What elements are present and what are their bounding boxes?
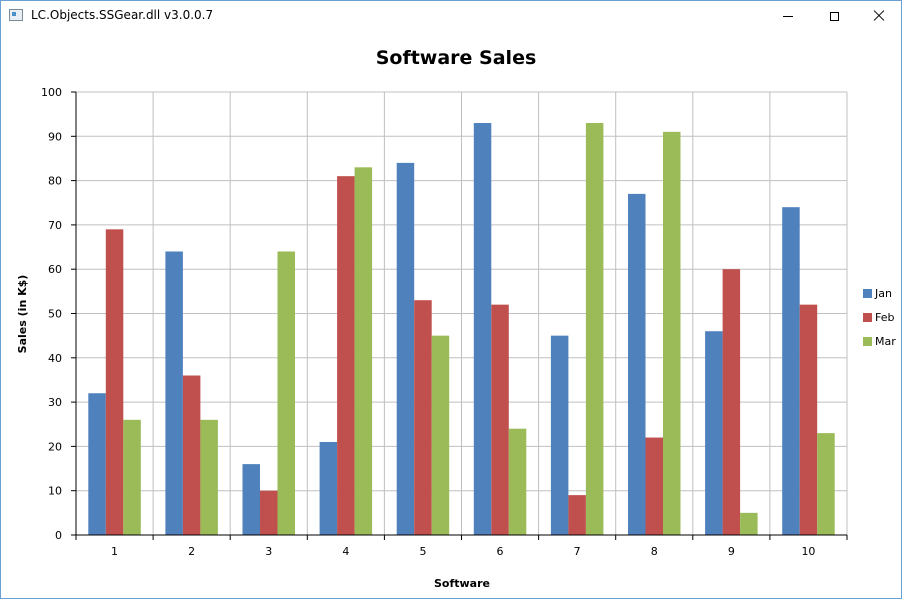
legend-label-mar: Mar [875, 335, 896, 348]
window-title: LC.Objects.SSGear.dll v3.0.0.7 [31, 8, 214, 22]
x-axis-label: Software [434, 577, 490, 590]
bar-feb-9 [722, 269, 741, 535]
legend-swatch-mar [863, 337, 872, 346]
bar-jan-8 [628, 193, 646, 535]
x-tick-label: 3 [265, 545, 272, 558]
bar-mar-5 [431, 335, 450, 535]
minimize-icon [783, 15, 793, 17]
bar-mar-3 [277, 251, 295, 536]
bar-feb-2 [182, 375, 201, 535]
bar-mar-1 [123, 419, 141, 535]
bar-jan-1 [88, 393, 106, 535]
minimize-button[interactable] [765, 1, 811, 31]
legend-label-feb: Feb [875, 311, 894, 324]
bar-jan-3 [242, 464, 260, 535]
y-tick-label: 50 [48, 308, 62, 321]
bar-jan-2 [165, 251, 183, 536]
x-tick-label: 4 [342, 545, 349, 558]
bar-mar-4 [354, 167, 373, 535]
bar-mar-9 [740, 512, 758, 535]
x-tick-label: 6 [497, 545, 504, 558]
bar-chart: Software Sales Sales (in K$) Software 0 1… [16, 47, 896, 590]
x-tick-label: 8 [651, 545, 658, 558]
bar-jan-7 [550, 335, 569, 535]
bar-jan-9 [705, 331, 723, 535]
bar-mar-8 [663, 131, 681, 535]
bar-feb-6 [491, 304, 509, 535]
chart-title: Software Sales [376, 47, 537, 69]
bar-mar-2 [200, 419, 218, 535]
y-tick-label: 30 [48, 396, 62, 409]
bar-feb-8 [645, 437, 663, 535]
app-icon[interactable] [9, 9, 23, 21]
bar-mar-10 [817, 433, 835, 535]
bar-feb-3 [260, 490, 278, 535]
y-tick-label: 90 [48, 130, 62, 143]
bar-jan-10 [782, 207, 800, 535]
title-bar[interactable]: LC.Objects.SSGear.dll v3.0.0.7 [1, 1, 901, 31]
y-tick-label: 10 [48, 485, 62, 498]
maximize-button[interactable] [811, 1, 857, 31]
x-tick-label: 9 [728, 545, 735, 558]
y-tick-label: 20 [48, 440, 62, 453]
close-icon [873, 10, 885, 22]
bar-feb-1 [105, 229, 124, 535]
bar-jan-5 [396, 162, 415, 535]
y-tick-label: 0 [55, 529, 62, 542]
legend-label-jan: Jan [874, 287, 892, 300]
bar-feb-5 [414, 300, 432, 535]
x-tick-label: 10 [801, 545, 815, 558]
y-axis-label: Sales (in K$) [16, 275, 29, 354]
bar-mar-6 [508, 428, 527, 535]
chart-area: Software Sales Sales (in K$) Software 0 1… [1, 31, 901, 598]
x-tick-label: 7 [574, 545, 581, 558]
bar-jan-4 [319, 441, 338, 535]
bar-feb-10 [799, 304, 818, 535]
legend-swatch-feb [863, 313, 872, 322]
y-tick-label: 100 [41, 86, 62, 99]
y-tick-label: 80 [48, 175, 62, 188]
legend-swatch-jan [863, 289, 872, 298]
maximize-icon [829, 11, 839, 21]
close-button[interactable] [856, 1, 902, 31]
bar-feb-4 [337, 176, 355, 536]
bar-jan-6 [473, 123, 492, 535]
bar-mar-7 [585, 123, 604, 535]
y-tick-label: 40 [48, 352, 62, 365]
y-tick-label: 60 [48, 263, 62, 276]
x-tick-label: 2 [188, 545, 195, 558]
x-tick-label: 5 [419, 545, 426, 558]
bar-feb-7 [568, 495, 586, 535]
y-tick-label: 70 [48, 219, 62, 232]
x-tick-label: 1 [111, 545, 118, 558]
